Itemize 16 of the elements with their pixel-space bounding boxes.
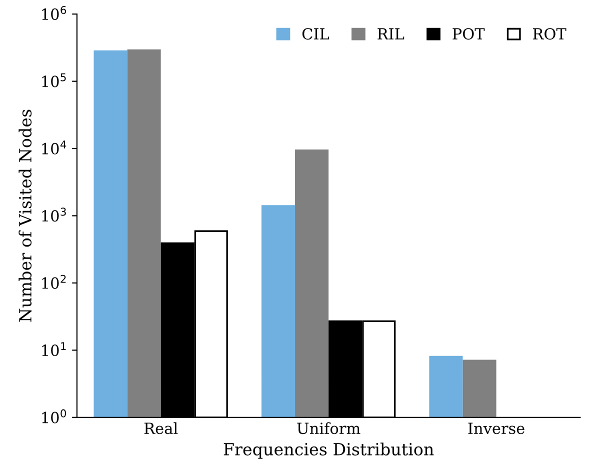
y-tick-label: 10$^{6}$ bbox=[42, 6, 66, 20]
y-tick-label: 10$^{3}$ bbox=[42, 208, 66, 222]
y-tick-label: 10$^{0}$ bbox=[42, 409, 66, 424]
y-tick-label: 10$^{5}$ bbox=[42, 73, 66, 88]
legend-label: RIL bbox=[378, 28, 404, 40]
x-tick-label: Inverse bbox=[468, 422, 524, 434]
y-tick-label: 10$^{2}$ bbox=[42, 274, 66, 289]
x-axis-title: Frequencies Distribution bbox=[224, 442, 434, 459]
legend-label: CIL bbox=[302, 28, 330, 40]
y-tick-label: 10$^{4}$ bbox=[42, 140, 66, 154]
legend-label: ROT bbox=[533, 28, 566, 40]
y-axis-title: Number of Visited Nodes bbox=[18, 110, 32, 322]
y-tick-label: 10$^{1}$ bbox=[42, 342, 66, 356]
x-tick-label: Uniform bbox=[297, 422, 360, 434]
x-tick-label: Real bbox=[144, 422, 178, 434]
legend-label: POT bbox=[452, 28, 485, 40]
